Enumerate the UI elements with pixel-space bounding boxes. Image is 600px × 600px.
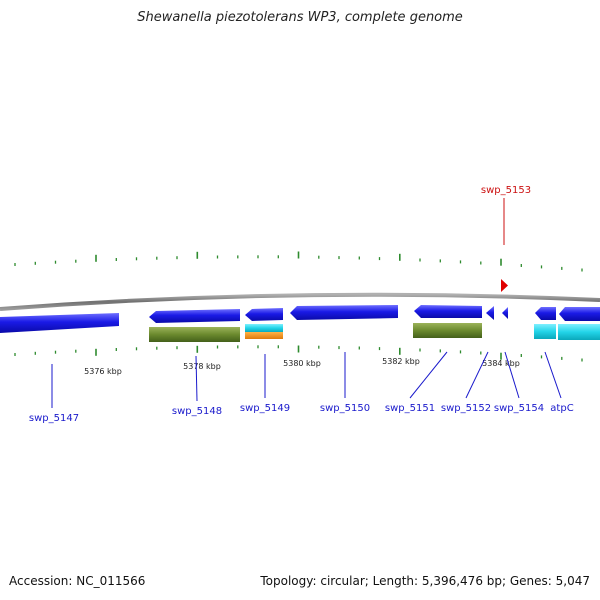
green-feature-1[interactable] <box>149 327 240 342</box>
scale-label-5380: 5380 kbp <box>283 359 321 368</box>
gene-swp-5149[interactable] <box>245 308 283 321</box>
gene-label-swp-5151: swp_5151 <box>385 403 435 414</box>
accession-text: Accession: NC_011566 <box>9 574 146 588</box>
gene-swp-5151[interactable] <box>414 305 482 318</box>
scale-label-5384: 5384 kbp <box>482 359 520 368</box>
gene-swp-5150[interactable] <box>290 305 398 320</box>
scale-label-5378: 5378 kbp <box>183 362 221 371</box>
gene-label-swp-5147: swp_5147 <box>29 413 79 424</box>
gene-swp-5154[interactable] <box>502 307 508 319</box>
gene-label-swp-5148: swp_5148 <box>172 406 222 417</box>
cyan-feature-3[interactable] <box>558 324 600 340</box>
swp-5151-leader-line <box>409 351 448 399</box>
genome-summary-text: Topology: circular; Length: 5,396,476 bp… <box>260 574 590 588</box>
gene-label-swp-5149: swp_5149 <box>240 403 290 414</box>
cyan-feature-1[interactable] <box>245 324 283 332</box>
scale-label-5376: 5376 kbp <box>84 367 122 376</box>
cyan-feature-2[interactable] <box>534 324 556 339</box>
green-feature-2[interactable] <box>413 323 482 338</box>
swp-5154-leader-line <box>504 351 520 399</box>
scale-label-5382: 5382 kbp <box>382 357 420 366</box>
gene-swp-5148[interactable] <box>149 309 240 323</box>
swp-5152-leader-line <box>465 351 489 399</box>
inner-tick-marks <box>14 345 583 362</box>
gene-leader-lines <box>51 351 562 408</box>
genome-title: Shewanella piezotolerans WP3, complete g… <box>137 10 463 25</box>
gene-swp-5152[interactable] <box>486 306 494 320</box>
gene-label-swp-5154: swp_5154 <box>494 403 544 414</box>
gene-label-swp-5152: swp_5152 <box>441 403 491 414</box>
gene-next[interactable] <box>559 307 600 321</box>
gene-label-atpC: atpC <box>550 403 573 414</box>
gene-atpC[interactable] <box>535 307 556 320</box>
outer-tick-marks <box>14 251 583 272</box>
orange-feature-1[interactable] <box>245 332 283 339</box>
swp-5148-leader-line <box>195 355 198 402</box>
swp-5153-marker[interactable] <box>501 279 508 292</box>
atpC-leader-line <box>544 351 562 399</box>
gene-swp-5147[interactable] <box>0 313 119 333</box>
gene-label-swp-5153: swp_5153 <box>481 185 531 196</box>
feature-track-2 <box>149 323 600 342</box>
gene-features <box>0 305 600 333</box>
gene-label-swp-5150: swp_5150 <box>320 403 370 414</box>
genome-backbone <box>0 292 600 311</box>
